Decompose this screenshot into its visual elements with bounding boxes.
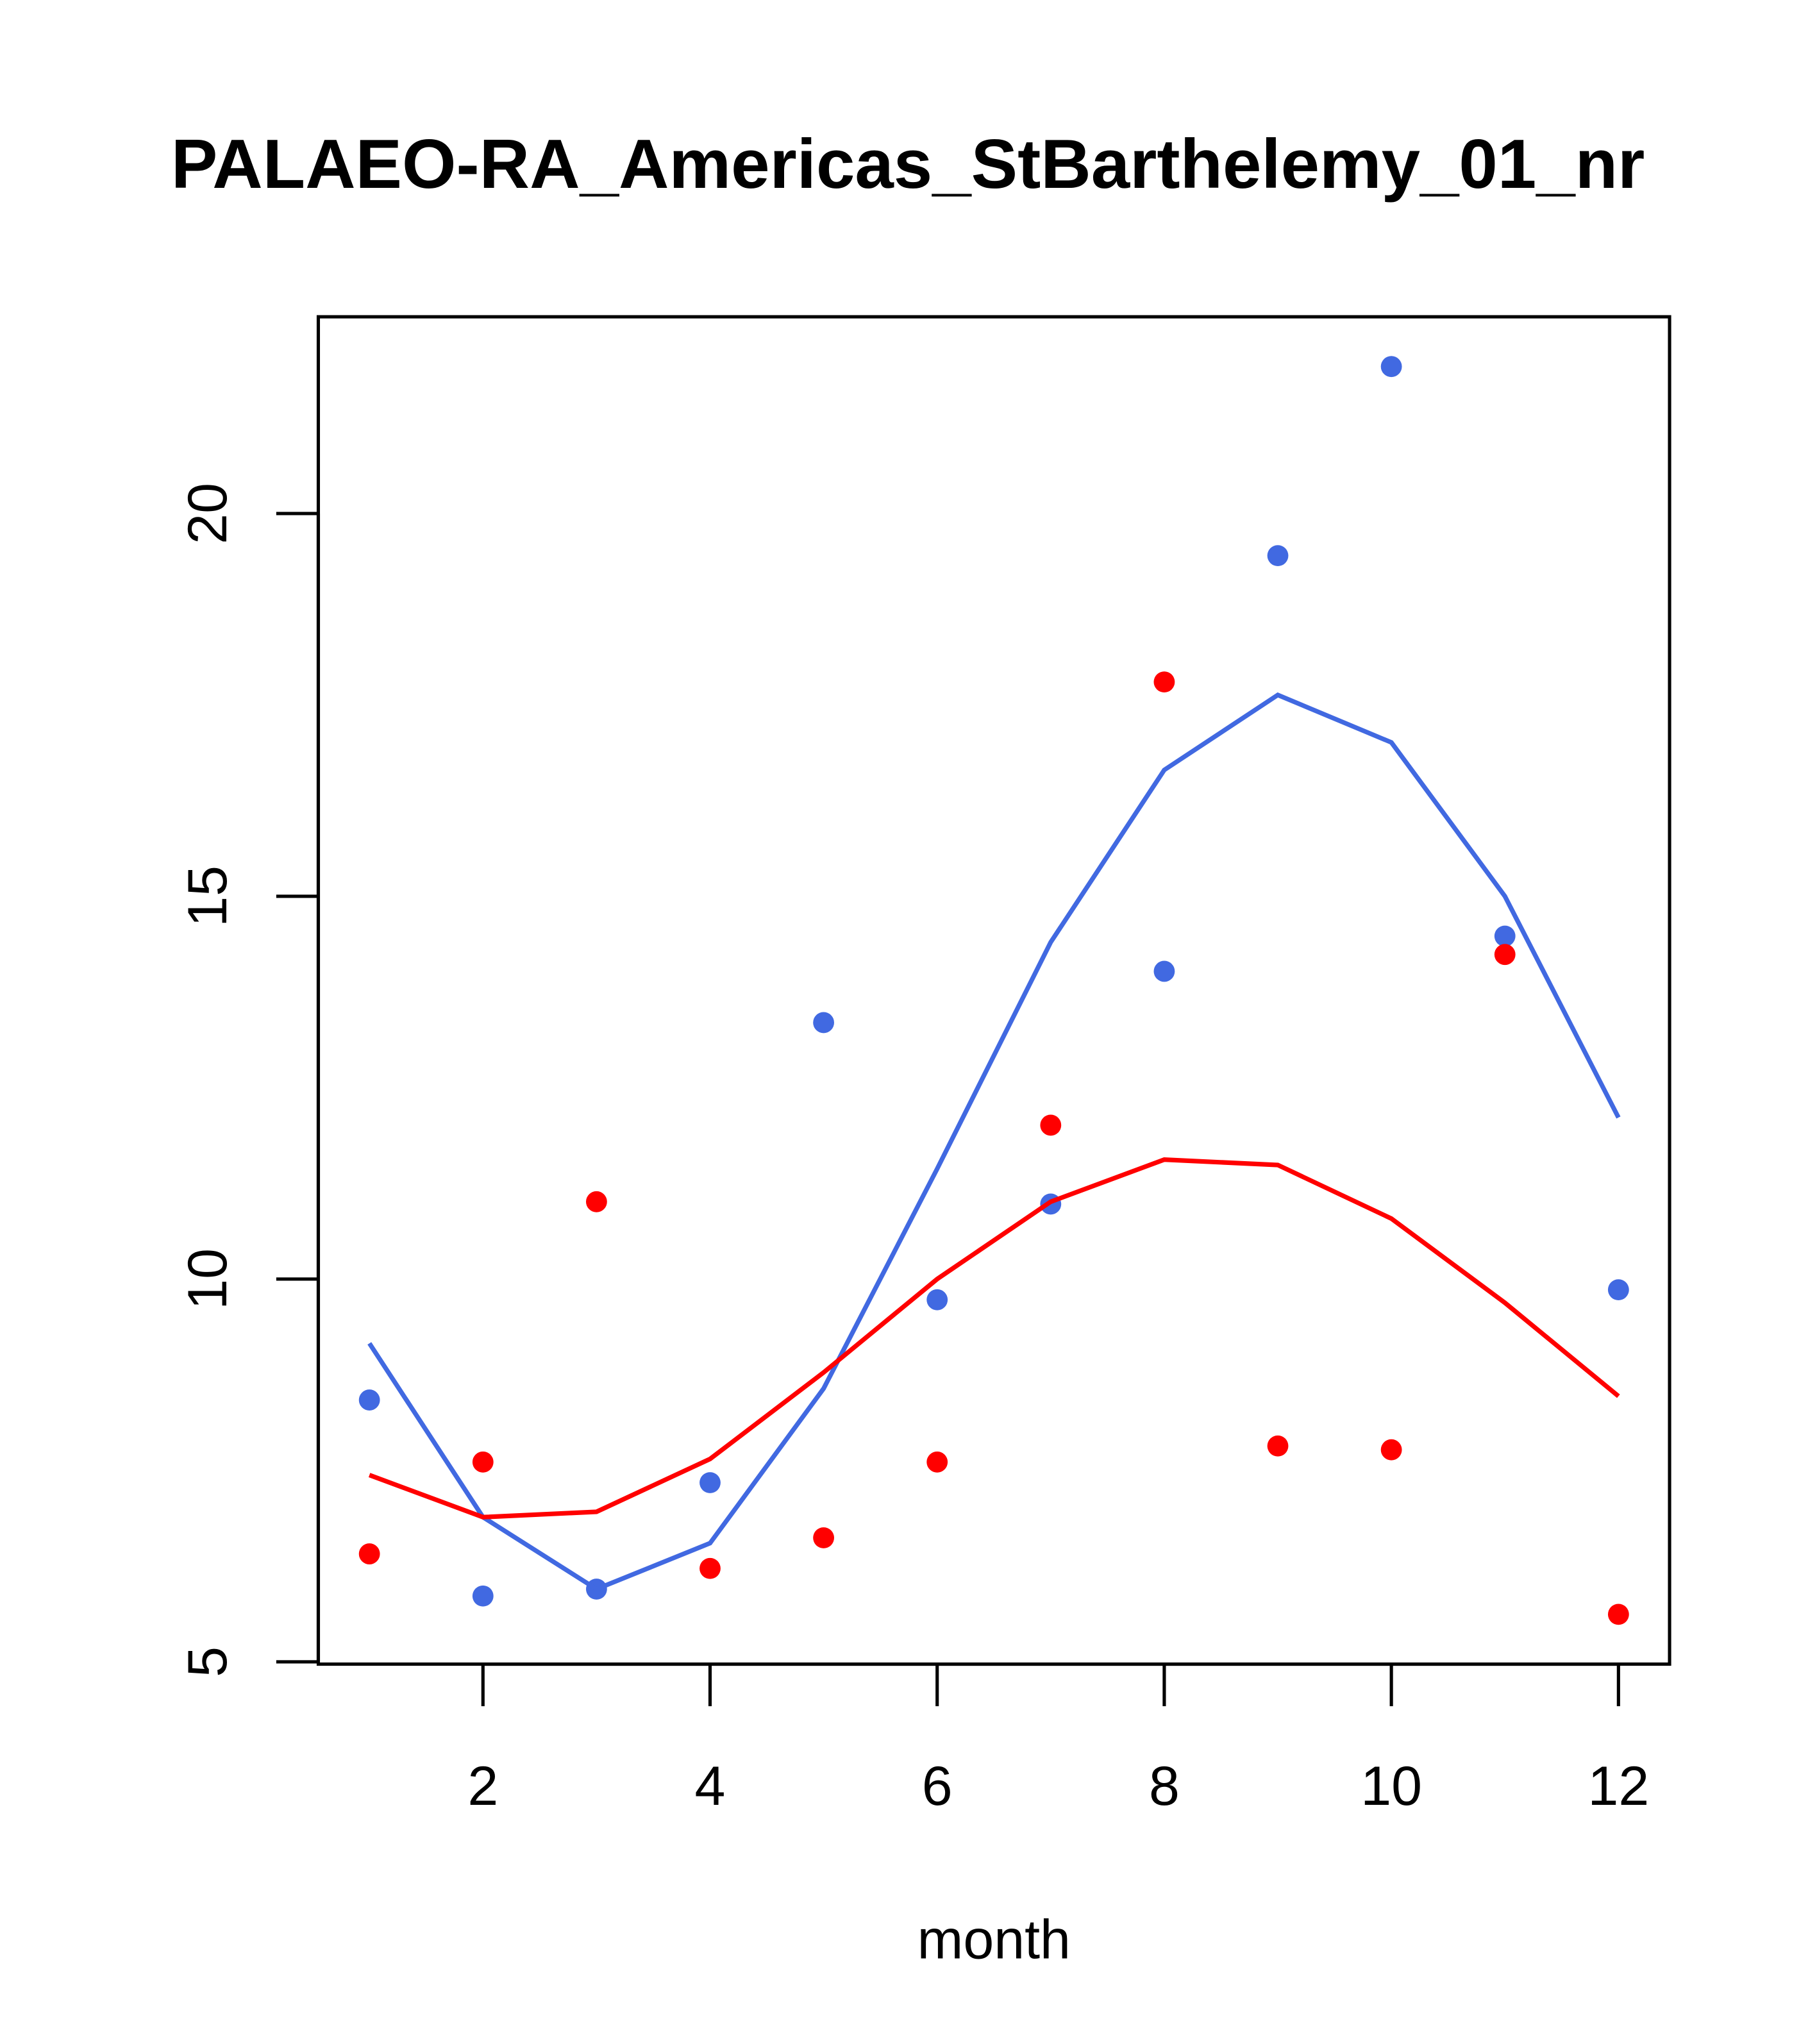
red-point (926, 1451, 948, 1473)
red-point (699, 1557, 721, 1579)
red-point (1267, 1435, 1289, 1457)
red-line (368, 1157, 1620, 1520)
x-tick-label: 10 (1361, 1755, 1422, 1817)
blue-point (358, 1389, 380, 1411)
x-tick-label: 4 (695, 1755, 726, 1817)
x-tick-label: 2 (467, 1755, 498, 1817)
red-point (358, 1543, 380, 1564)
y-tick-label: 20 (177, 483, 239, 544)
y-tick-label: 15 (177, 866, 239, 927)
blue-point (472, 1585, 494, 1607)
y-tick-label: 10 (177, 1248, 239, 1310)
series-layer (358, 356, 1629, 1625)
blue-point (813, 1012, 835, 1034)
red-point (585, 1191, 607, 1212)
y-axis: 5 10 15 20 (177, 483, 321, 1677)
y-tick-label: 5 (177, 1646, 239, 1677)
red-point (1040, 1114, 1062, 1136)
blue-point (1494, 925, 1516, 947)
plot-frame (316, 315, 1671, 1666)
red-point (1494, 944, 1516, 966)
blue-point (699, 1472, 721, 1493)
blue-line (367, 692, 1621, 1592)
x-axis-label: month (917, 1909, 1071, 1971)
x-tick-label: 6 (922, 1755, 953, 1817)
x-tick-label: 8 (1149, 1755, 1180, 1817)
red-point (1153, 671, 1175, 693)
red-point (1607, 1604, 1629, 1625)
x-tick-label: 12 (1587, 1755, 1649, 1817)
x-axis: 2 4 6 8 10 12 (467, 1662, 1649, 1817)
blue-point (1380, 356, 1402, 378)
blue-point (1153, 960, 1175, 982)
blue-point (1607, 1279, 1629, 1301)
red-point (813, 1527, 835, 1548)
chart-title: PALAEO-RA_Americas_StBarthelemy_01_nr (171, 126, 1645, 203)
blue-point (926, 1289, 948, 1311)
blue-point (1267, 545, 1289, 567)
red-point (472, 1451, 494, 1473)
red-point (1380, 1439, 1402, 1461)
